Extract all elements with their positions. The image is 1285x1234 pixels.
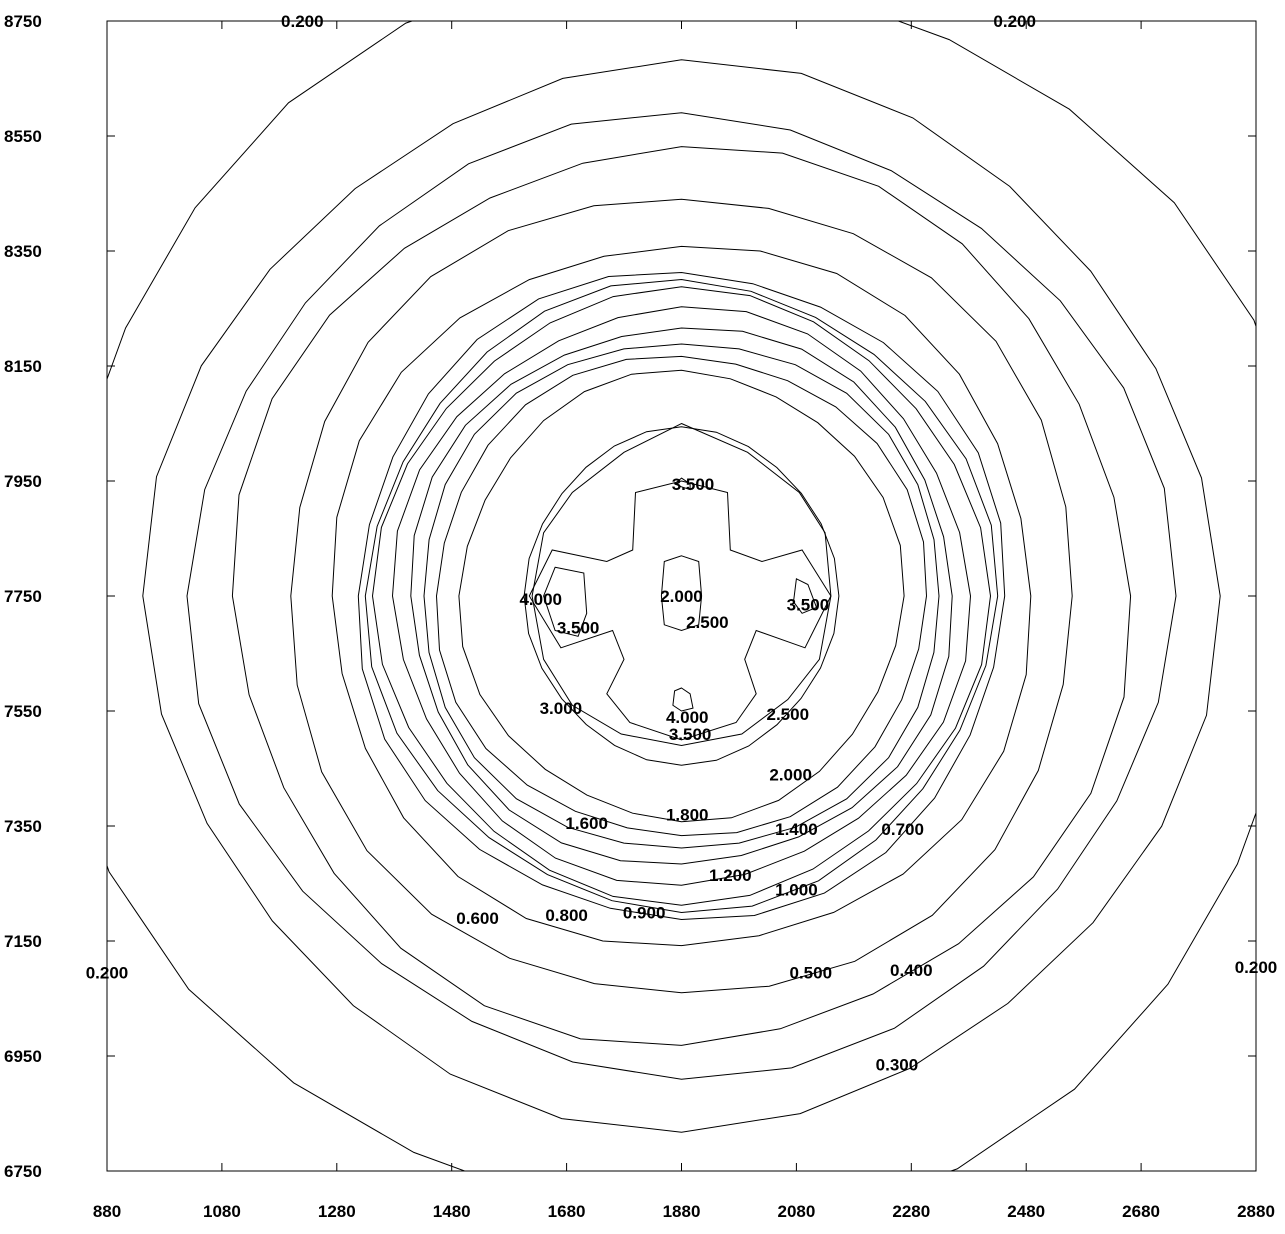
contour-label: 4.000: [519, 590, 562, 609]
y-tick-label: 8150: [4, 357, 42, 376]
contour-label: 0.700: [881, 820, 924, 839]
x-tick-label: 880: [93, 1202, 121, 1221]
contour-label: 3.500: [672, 475, 715, 494]
contour-line-1-800: [435, 355, 928, 837]
contour-label: 1.000: [775, 880, 818, 899]
y-tick-label: 7150: [4, 932, 42, 951]
contour-line-0-200: [107, 21, 1256, 1171]
y-tick-label: 6950: [4, 1047, 42, 1066]
contour-label: 1.200: [709, 866, 752, 885]
contour-4-000-top: [673, 477, 691, 491]
contour-label: 0.200: [281, 12, 324, 31]
y-axis-tick-labels: 8750 8550 8350 8150 7950 7750 7550 7350 7150 6950…: [4, 12, 42, 1181]
y-tick-label: 7550: [4, 702, 42, 721]
contour-line-2-500: [523, 426, 840, 766]
y-tick-label: 7350: [4, 817, 42, 836]
contour-line-2-000: [458, 369, 905, 823]
contour-label: 0.200: [993, 12, 1036, 31]
x-tick-label: 2080: [777, 1202, 815, 1221]
contour-3-000: [531, 422, 832, 747]
contour-label: 3.500: [557, 619, 600, 638]
contour-3-500-center: [528, 480, 832, 741]
x-tick-label: 2680: [1122, 1202, 1160, 1221]
contour-line-0-900: [364, 278, 999, 914]
contour-4-000-left: [543, 566, 588, 637]
contour-label: 2.500: [767, 705, 810, 724]
contour-label: 3.500: [669, 725, 712, 744]
y-tick-label: 8550: [4, 127, 42, 146]
x-tick-label: 1280: [318, 1202, 356, 1221]
contour-line-1-200: [391, 306, 972, 886]
contour-labels: 0.200 0.200 0.200 0.200 0.300 0.400 0.500 0.600…: [86, 12, 1278, 1075]
contour-label: 0.400: [890, 961, 933, 980]
contour-line-1-600: [423, 343, 940, 849]
contour-label: 0.200: [1235, 958, 1278, 977]
x-tick-label: 1680: [548, 1202, 586, 1221]
contour-lines: [107, 21, 1256, 1171]
y-tick-label: 8750: [4, 12, 42, 31]
contour-label: 3.000: [540, 699, 583, 718]
contour-label: 1.600: [565, 814, 608, 833]
contour-label: 1.800: [666, 806, 709, 825]
contour-line-1-000: [371, 286, 992, 906]
x-tick-label: 1880: [663, 1202, 701, 1221]
contour-line-0-400: [142, 59, 1221, 1133]
y-tick-label: 6750: [4, 1162, 42, 1181]
contour-label: 2.500: [686, 613, 729, 632]
x-tick-label: 1480: [433, 1202, 471, 1221]
contour-label: 0.900: [623, 903, 666, 922]
contour-2-500-core: [660, 555, 703, 632]
axis-ticks: [106, 20, 1257, 1172]
contour-label: 4.000: [666, 708, 709, 727]
x-axis-tick-labels: 880 1080 1280 1480 1680 1880 2080 2280 2480 2680 2…: [93, 1202, 1275, 1221]
contour-label: 0.800: [545, 906, 588, 925]
contour-4-000-right: [792, 578, 818, 614]
contour-label: 2.000: [660, 587, 703, 606]
contour-label: 2.000: [769, 765, 812, 784]
contour-line-0-700: [290, 198, 1073, 994]
contour-4-000-bottom: [672, 687, 694, 712]
y-tick-label: 7950: [4, 472, 42, 491]
y-tick-label: 7750: [4, 587, 42, 606]
x-tick-label: 2280: [892, 1202, 930, 1221]
contour-line-1-400: [410, 327, 953, 865]
contour-line-0-500: [231, 146, 1132, 1046]
contour-line-0-800: [357, 271, 1006, 921]
x-tick-label: 1080: [203, 1202, 241, 1221]
x-tick-label: 2480: [1007, 1202, 1045, 1221]
contour-label: 0.500: [789, 964, 832, 983]
contour-label: 1.400: [775, 820, 818, 839]
contour-label: 0.300: [876, 1056, 919, 1075]
y-tick-label: 8350: [4, 242, 42, 261]
contour-label: 0.200: [86, 964, 129, 983]
inner-contour-detail: [528, 422, 832, 747]
contour-label: 0.600: [456, 909, 499, 928]
contour-label: 3.500: [787, 596, 830, 615]
contour-line-0-600: [331, 245, 1032, 947]
x-tick-label: 2880: [1237, 1202, 1275, 1221]
contour-line-0-300: [186, 112, 1177, 1080]
